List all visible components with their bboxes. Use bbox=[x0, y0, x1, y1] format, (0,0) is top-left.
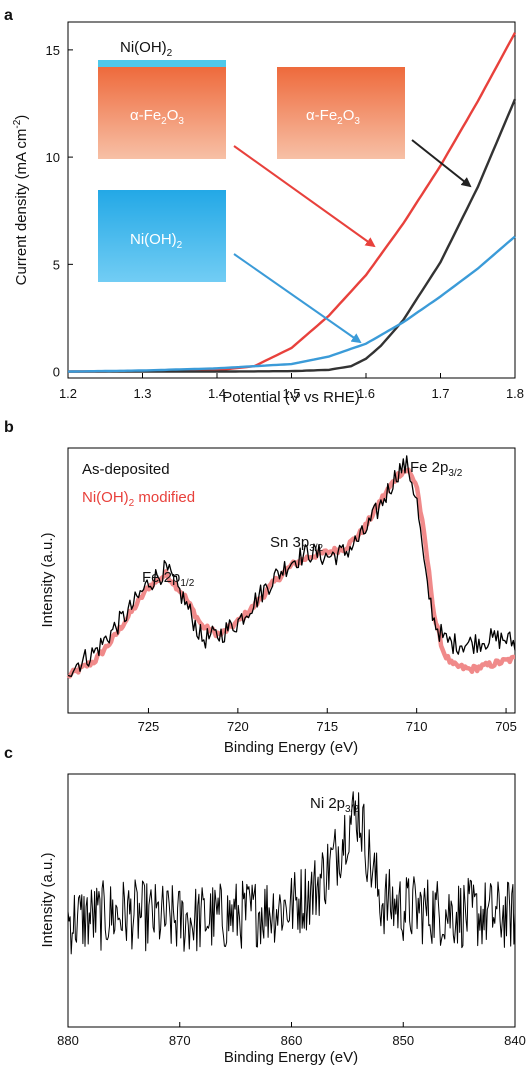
y-tick-label-a: 15 bbox=[46, 43, 60, 58]
chart-panel-c: 880 870 860 850 840 Ni 2p3/2 Binding Energy … bbox=[39, 773, 526, 1066]
inset-fe-label: α-Fe2O3 bbox=[306, 107, 360, 127]
x-tick-label-2: 880 bbox=[57, 1033, 79, 1048]
y-tick-label-a: 10 bbox=[46, 150, 60, 165]
x-tick-label-a: 1.6 bbox=[357, 386, 375, 401]
x-tick-label-1: 720 bbox=[227, 719, 249, 734]
x-tick-label-2: 850 bbox=[392, 1033, 414, 1048]
legend-as-deposited: As-deposited bbox=[82, 461, 170, 478]
inset-fe-block-modified bbox=[98, 67, 226, 159]
x-tick-label-1: 725 bbox=[138, 719, 160, 734]
series-line-a-2 bbox=[67, 235, 516, 373]
annotation-fe-2p12: Fe 2p1/2 bbox=[142, 569, 195, 589]
y-axis-label-c: Intensity (a.u.) bbox=[39, 852, 56, 947]
y-axis-label-a: Current density (mA cm-2) bbox=[12, 115, 30, 286]
series-line-2-0 bbox=[67, 791, 516, 955]
panel-label-b: b bbox=[4, 419, 14, 436]
inset-fe-block bbox=[277, 67, 405, 159]
annotation-fe-2p32: Fe 2p3/2 bbox=[410, 459, 463, 479]
plot-frame-b bbox=[67, 447, 516, 714]
inset-ni-block bbox=[98, 190, 226, 282]
x-axis-label-c: Binding Energy (eV) bbox=[224, 1049, 358, 1066]
annotation-sn-3p32: Sn 3p3/2 bbox=[270, 534, 324, 554]
annotation-ni-2p32: Ni 2p3/2 bbox=[310, 795, 359, 815]
x-tick-label-2: 860 bbox=[281, 1033, 303, 1048]
series-line-1-1 bbox=[67, 455, 516, 677]
y-axis-label-b: Intensity (a.u.) bbox=[39, 532, 56, 627]
panel-label-a: a bbox=[4, 7, 13, 24]
x-tick-label-2: 870 bbox=[169, 1033, 191, 1048]
inset-ni-top-label: Ni(OH)2 bbox=[120, 39, 173, 59]
y-tick-label-a: 0 bbox=[53, 365, 60, 380]
x-tick-label-1: 710 bbox=[406, 719, 428, 734]
inset-ni-film bbox=[98, 60, 226, 67]
x-tick-label-a: 1.8 bbox=[506, 386, 524, 401]
x-axis-label-b: Binding Energy (eV) bbox=[224, 739, 358, 756]
arrow-blue bbox=[233, 253, 362, 344]
y-tick-label-a: 5 bbox=[53, 257, 60, 272]
chart-panel-a: 1.2 1.3 1.4 1.5 1.6 1.7 1.8 0 5 10 15 Ni(OH)2 α-Fe… bbox=[12, 21, 524, 406]
chart-panel-b: 725 720 715 710 705 As-deposited Ni(OH)2 mod… bbox=[39, 447, 517, 756]
x-tick-label-a: 1.4 bbox=[208, 386, 226, 401]
x-axis-label-a: Potential (V vs RHE) bbox=[222, 389, 360, 406]
x-tick-label-a: 1.5 bbox=[282, 386, 300, 401]
x-tick-label-a: 1.2 bbox=[59, 386, 77, 401]
arrow-black bbox=[411, 139, 472, 188]
inset-ni-label: Ni(OH)2 bbox=[130, 231, 183, 251]
x-tick-label-a: 1.3 bbox=[133, 386, 151, 401]
x-tick-label-2: 840 bbox=[504, 1033, 526, 1048]
x-tick-label-1: 715 bbox=[316, 719, 338, 734]
arrow-red bbox=[233, 145, 376, 248]
x-tick-label-a: 1.7 bbox=[431, 386, 449, 401]
x-tick-label-1: 705 bbox=[495, 719, 517, 734]
inset-fe-label-modified: α-Fe2O3 bbox=[130, 107, 184, 127]
panel-label-c: c bbox=[4, 745, 13, 762]
legend-ni-modified: Ni(OH)2 modified bbox=[82, 489, 195, 509]
